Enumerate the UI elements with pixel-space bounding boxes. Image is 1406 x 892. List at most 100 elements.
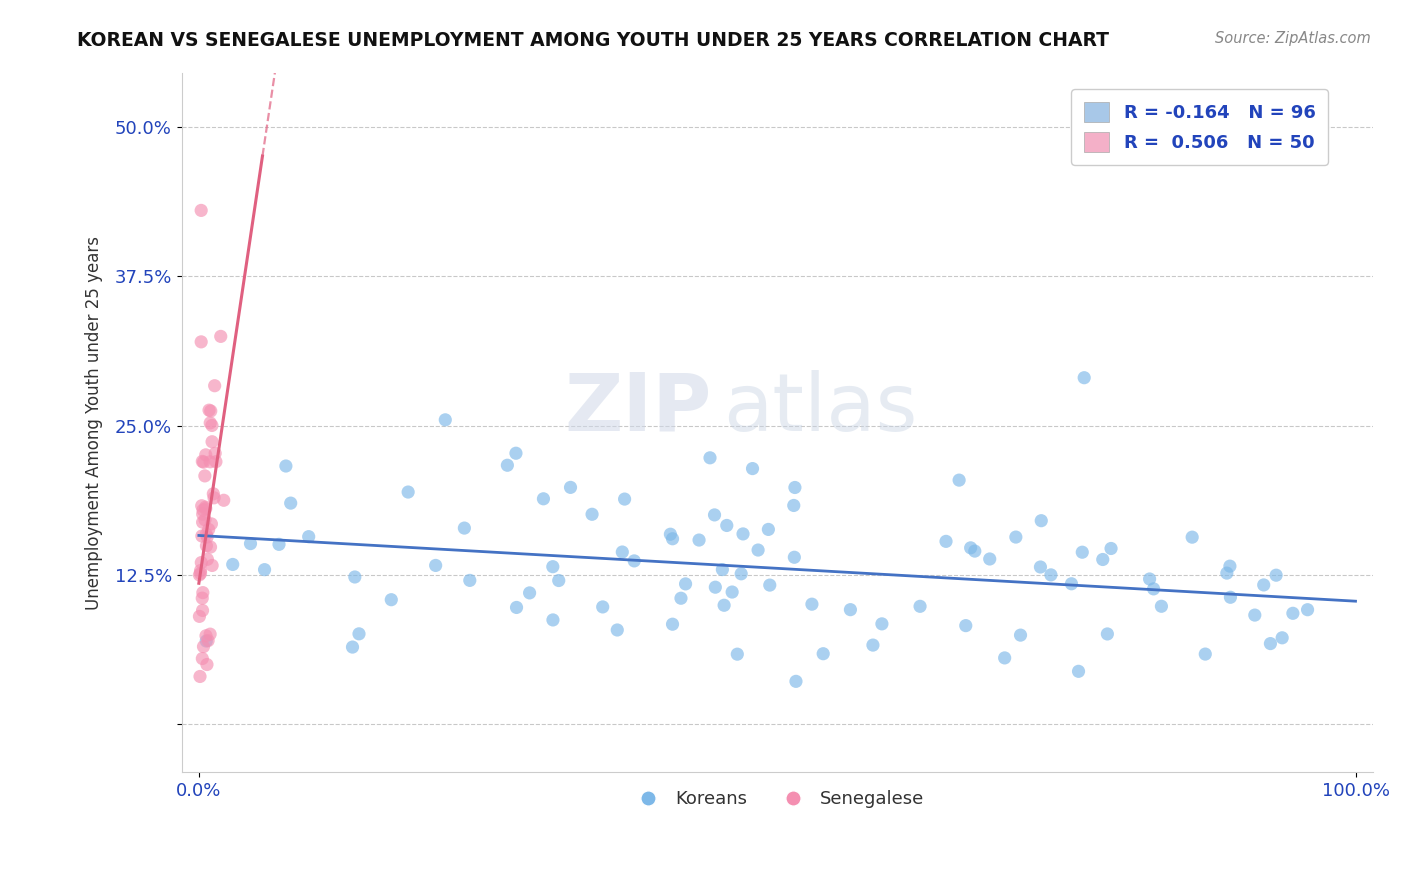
Point	[195, 657, 218, 672]
Point	[1243, 608, 1265, 623]
Point	[434, 413, 457, 427]
Point	[1142, 582, 1164, 596]
Point	[699, 450, 721, 465]
Point	[1139, 572, 1161, 586]
Point	[191, 651, 214, 665]
Point	[725, 647, 748, 661]
Point	[1031, 514, 1053, 528]
Point	[1073, 370, 1095, 384]
Point	[1271, 631, 1294, 645]
Point	[1150, 599, 1173, 614]
Point	[731, 527, 754, 541]
Point	[560, 480, 582, 494]
Legend: Koreans, Senegalese: Koreans, Senegalese	[623, 783, 931, 815]
Point	[496, 458, 519, 473]
Point	[505, 600, 527, 615]
Point	[955, 618, 977, 632]
Point	[267, 537, 290, 551]
Point	[612, 545, 634, 559]
Point	[839, 602, 862, 616]
Point	[347, 627, 370, 641]
Point	[188, 609, 211, 624]
Point	[533, 491, 555, 506]
Point	[704, 580, 727, 594]
Point	[959, 541, 981, 555]
Point	[191, 503, 214, 517]
Point	[1067, 665, 1090, 679]
Point	[191, 529, 214, 543]
Point	[716, 518, 738, 533]
Point	[669, 591, 692, 606]
Point	[721, 585, 744, 599]
Point	[380, 592, 402, 607]
Point	[343, 570, 366, 584]
Point	[1216, 566, 1239, 580]
Point	[342, 640, 364, 654]
Point	[800, 597, 823, 611]
Point	[193, 455, 215, 469]
Point	[274, 458, 297, 473]
Point	[661, 532, 683, 546]
Point	[209, 329, 232, 343]
Point	[592, 599, 614, 614]
Point	[1296, 603, 1319, 617]
Point	[1060, 576, 1083, 591]
Point	[200, 404, 222, 418]
Point	[1260, 637, 1282, 651]
Point	[688, 533, 710, 547]
Point	[1265, 568, 1288, 582]
Point	[190, 334, 212, 349]
Point	[194, 500, 217, 515]
Point	[458, 574, 481, 588]
Text: Source: ZipAtlas.com: Source: ZipAtlas.com	[1215, 31, 1371, 46]
Point	[191, 507, 214, 521]
Point	[453, 521, 475, 535]
Point	[200, 540, 222, 554]
Point	[195, 539, 218, 553]
Point	[396, 485, 419, 500]
Point	[194, 448, 217, 462]
Point	[253, 563, 276, 577]
Text: ZIP: ZIP	[564, 369, 711, 448]
Point	[783, 481, 806, 495]
Point	[198, 403, 221, 417]
Point	[613, 492, 636, 507]
Point	[547, 574, 569, 588]
Point	[963, 544, 986, 558]
Point	[948, 473, 970, 487]
Point	[747, 543, 769, 558]
Point	[191, 585, 214, 599]
Point	[190, 556, 212, 570]
Point	[659, 527, 682, 541]
Point	[785, 674, 807, 689]
Point	[195, 634, 218, 648]
Point	[783, 499, 806, 513]
Point	[222, 558, 245, 572]
Y-axis label: Unemployment Among Youth under 25 years: Unemployment Among Youth under 25 years	[86, 235, 103, 609]
Point	[191, 603, 214, 617]
Point	[200, 516, 222, 531]
Point	[1039, 567, 1062, 582]
Point	[811, 647, 834, 661]
Point	[190, 203, 212, 218]
Point	[711, 563, 734, 577]
Point	[188, 567, 211, 582]
Point	[197, 552, 219, 566]
Point	[505, 446, 527, 460]
Point	[194, 513, 217, 527]
Point	[197, 523, 219, 537]
Point	[741, 461, 763, 475]
Point	[1219, 591, 1241, 605]
Point	[188, 669, 211, 683]
Point	[190, 499, 212, 513]
Point	[581, 508, 603, 522]
Point	[994, 651, 1017, 665]
Point	[979, 552, 1001, 566]
Point	[862, 638, 884, 652]
Point	[1181, 530, 1204, 544]
Point	[198, 455, 221, 469]
Point	[783, 550, 806, 565]
Point	[197, 633, 219, 648]
Point	[935, 534, 957, 549]
Point	[202, 491, 225, 505]
